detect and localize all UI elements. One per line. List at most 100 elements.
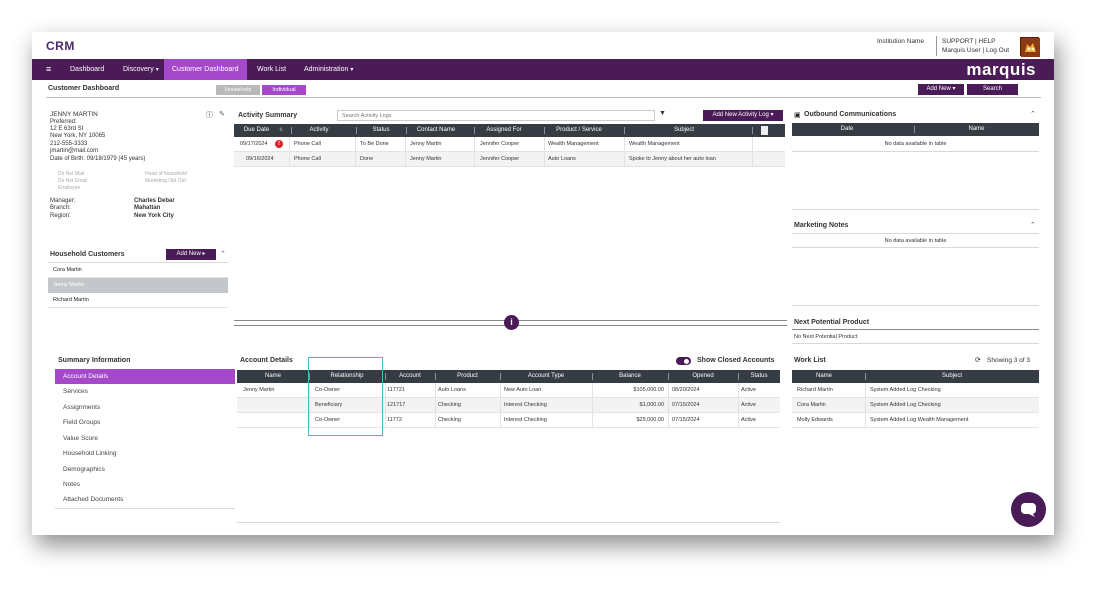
collapse-icon[interactable]: ⌃ — [1030, 222, 1036, 229]
col-subject[interactable]: Subject — [673, 127, 694, 133]
add-activity-log-button[interactable]: Add New Activity Log ▾ — [703, 110, 783, 121]
summary-field-groups[interactable]: Field Groups — [63, 419, 101, 426]
collapse-icon[interactable]: ⌃ — [1030, 111, 1036, 118]
col-status[interactable]: Status — [750, 373, 768, 379]
flag-head-of-household: Head of household — [145, 171, 187, 177]
add-new-button[interactable]: Add New ▾ — [918, 84, 964, 95]
search-button[interactable]: Search — [967, 84, 1018, 95]
cell-status: Active — [741, 402, 756, 408]
cell-due-date: 09/17/2024 — [240, 141, 268, 147]
refresh-icon[interactable]: ⟳ — [975, 357, 981, 364]
summary-services[interactable]: Services — [63, 388, 88, 395]
table-row[interactable]: Beneficiary 121717 Checking Interest Che… — [237, 398, 780, 413]
worklist-count: Showing 3 of 3 — [987, 357, 1031, 364]
col-account[interactable]: Account — [399, 373, 421, 379]
hamburger-icon[interactable]: ≡ — [46, 64, 52, 74]
table-row[interactable]: Co-Owner 11772 Checking Interest Checkin… — [237, 413, 780, 428]
summary-assignments[interactable]: Assignments — [63, 404, 101, 411]
cell-name: Cora Martin — [797, 402, 826, 408]
summary-attached-documents[interactable]: Attached Documents — [63, 496, 124, 503]
nav-administration[interactable]: Administration ▾ — [304, 59, 353, 80]
app-window: CRM Institution Name SUPPORT | HELP Marq… — [32, 32, 1054, 535]
household-member-selected[interactable]: Jenny Martin — [48, 278, 228, 293]
col-balance[interactable]: Balance — [619, 373, 641, 379]
activity-search-input[interactable] — [337, 110, 655, 121]
col-subject[interactable]: Subject — [941, 373, 962, 379]
col-product[interactable]: Product — [457, 373, 478, 379]
customer-dob: Date of Birth: 09/18/1979 (45 years) — [50, 156, 146, 162]
logout-link[interactable]: Log Out — [985, 47, 1010, 54]
flag-do-not-mail: Do Not Mail — [58, 171, 85, 177]
household-toggle[interactable]: Household — [216, 85, 260, 95]
col-product-service[interactable]: Product / Service — [556, 127, 602, 133]
col-due-date[interactable]: Due Date — [243, 127, 270, 133]
col-relationship[interactable]: Relationship — [330, 373, 364, 379]
activity-title: Activity Summary — [238, 112, 298, 119]
col-name[interactable]: Name — [264, 373, 281, 379]
export-icon[interactable] — [761, 126, 768, 135]
summary-notes[interactable]: Notes — [63, 481, 80, 488]
user-name[interactable]: Marquis User — [942, 47, 981, 54]
collapse-icon[interactable]: ⌃ — [220, 251, 226, 258]
nav-work-list[interactable]: Work List — [257, 66, 287, 73]
next-product-empty-message: No Next Potential Product — [794, 334, 858, 340]
customer-preferred: Preferred: — [50, 119, 77, 125]
region-value: New York City — [134, 213, 174, 219]
splitter-handle-icon[interactable]: i — [504, 315, 519, 330]
col-contact-name[interactable]: Contact Name — [416, 127, 456, 133]
household-member[interactable]: Cora Martin — [48, 263, 228, 278]
support-link[interactable]: SUPPORT — [942, 38, 974, 45]
col-name[interactable]: Name — [968, 126, 985, 132]
col-status[interactable]: Status — [372, 127, 390, 133]
cell-relationship: Co-Owner — [315, 417, 341, 423]
summary-demographics[interactable]: Demographics — [63, 466, 105, 473]
household-add-new-label: Add New — [176, 251, 201, 257]
edit-icon[interactable]: ✎ — [219, 111, 225, 118]
nav-discovery[interactable]: Discovery ▾ — [123, 59, 159, 80]
main-nav: ≡ Dashboard Discovery ▾ Customer Dashboa… — [32, 59, 1054, 80]
next-product-title: Next Potential Product — [794, 319, 870, 326]
nav-discovery-label: Discovery — [123, 66, 154, 73]
individual-toggle[interactable]: Individual — [262, 85, 306, 95]
household-add-new-button[interactable]: Add New ▸ — [166, 249, 216, 260]
summary-account-details[interactable]: Account Details — [55, 369, 235, 384]
table-row[interactable]: Cora Martin System Added Log Checking — [792, 398, 1039, 413]
cell-status: Active — [741, 387, 756, 393]
col-opened[interactable]: Opened — [692, 373, 714, 379]
cell-assigned-for: Jennifer Cooper — [480, 141, 520, 147]
nav-customer-dashboard[interactable]: Customer Dashboard — [164, 59, 247, 80]
customer-address-line1: 12 E 63rd St — [50, 126, 84, 132]
region-label: Region: — [50, 213, 71, 219]
cell-account: 117721 — [387, 387, 405, 393]
help-link[interactable]: HELP — [978, 38, 996, 45]
marketing-divider — [792, 233, 1039, 234]
table-row[interactable]: Molly Edwards System Added Log Wealth Ma… — [792, 413, 1039, 428]
col-assigned-for[interactable]: Assigned For — [486, 127, 522, 133]
table-row[interactable]: 09/16/2024 Phone Call Done Jenny Martin … — [234, 152, 785, 167]
nav-dashboard[interactable]: Dashboard — [70, 66, 105, 73]
account-table-header: Name Relationship Account Product Accoun… — [237, 370, 780, 383]
cell-account: 121717 — [387, 402, 406, 408]
chevron-down-icon[interactable]: ▼ — [659, 110, 666, 117]
col-activity[interactable]: Activity — [309, 127, 329, 133]
sort-icon[interactable]: ⇅ — [279, 127, 284, 133]
table-row[interactable]: Richard Martin System Added Log Checking — [792, 383, 1039, 398]
header-separator-2: | — [982, 47, 985, 54]
info-icon[interactable]: ⓘ — [206, 112, 213, 119]
cell-product: Checking — [438, 402, 461, 408]
household-member[interactable]: Richard Martin — [48, 293, 228, 308]
cell-relationship: Beneficiary — [315, 402, 343, 408]
cell-relationship: Co-Owner — [315, 387, 341, 393]
chat-button[interactable] — [1011, 492, 1046, 527]
show-closed-toggle[interactable] — [676, 357, 691, 365]
institution-logo-icon — [1020, 37, 1040, 57]
table-row[interactable]: 09/17/2024 ! Phone Call To Be Done Jenny… — [234, 137, 785, 152]
summary-value-score[interactable]: Value Score — [63, 435, 98, 442]
col-name[interactable]: Name — [815, 373, 832, 379]
table-row[interactable]: Jenny Martin Co-Owner 117721 Auto Loans … — [237, 383, 780, 398]
col-date[interactable]: Date — [840, 126, 854, 132]
branch-value: Mahattan — [134, 205, 161, 211]
summary-title: Summary Information — [58, 357, 131, 364]
summary-household-linking[interactable]: Household Linking — [63, 450, 117, 457]
col-account-type[interactable]: Account Type — [527, 373, 565, 379]
